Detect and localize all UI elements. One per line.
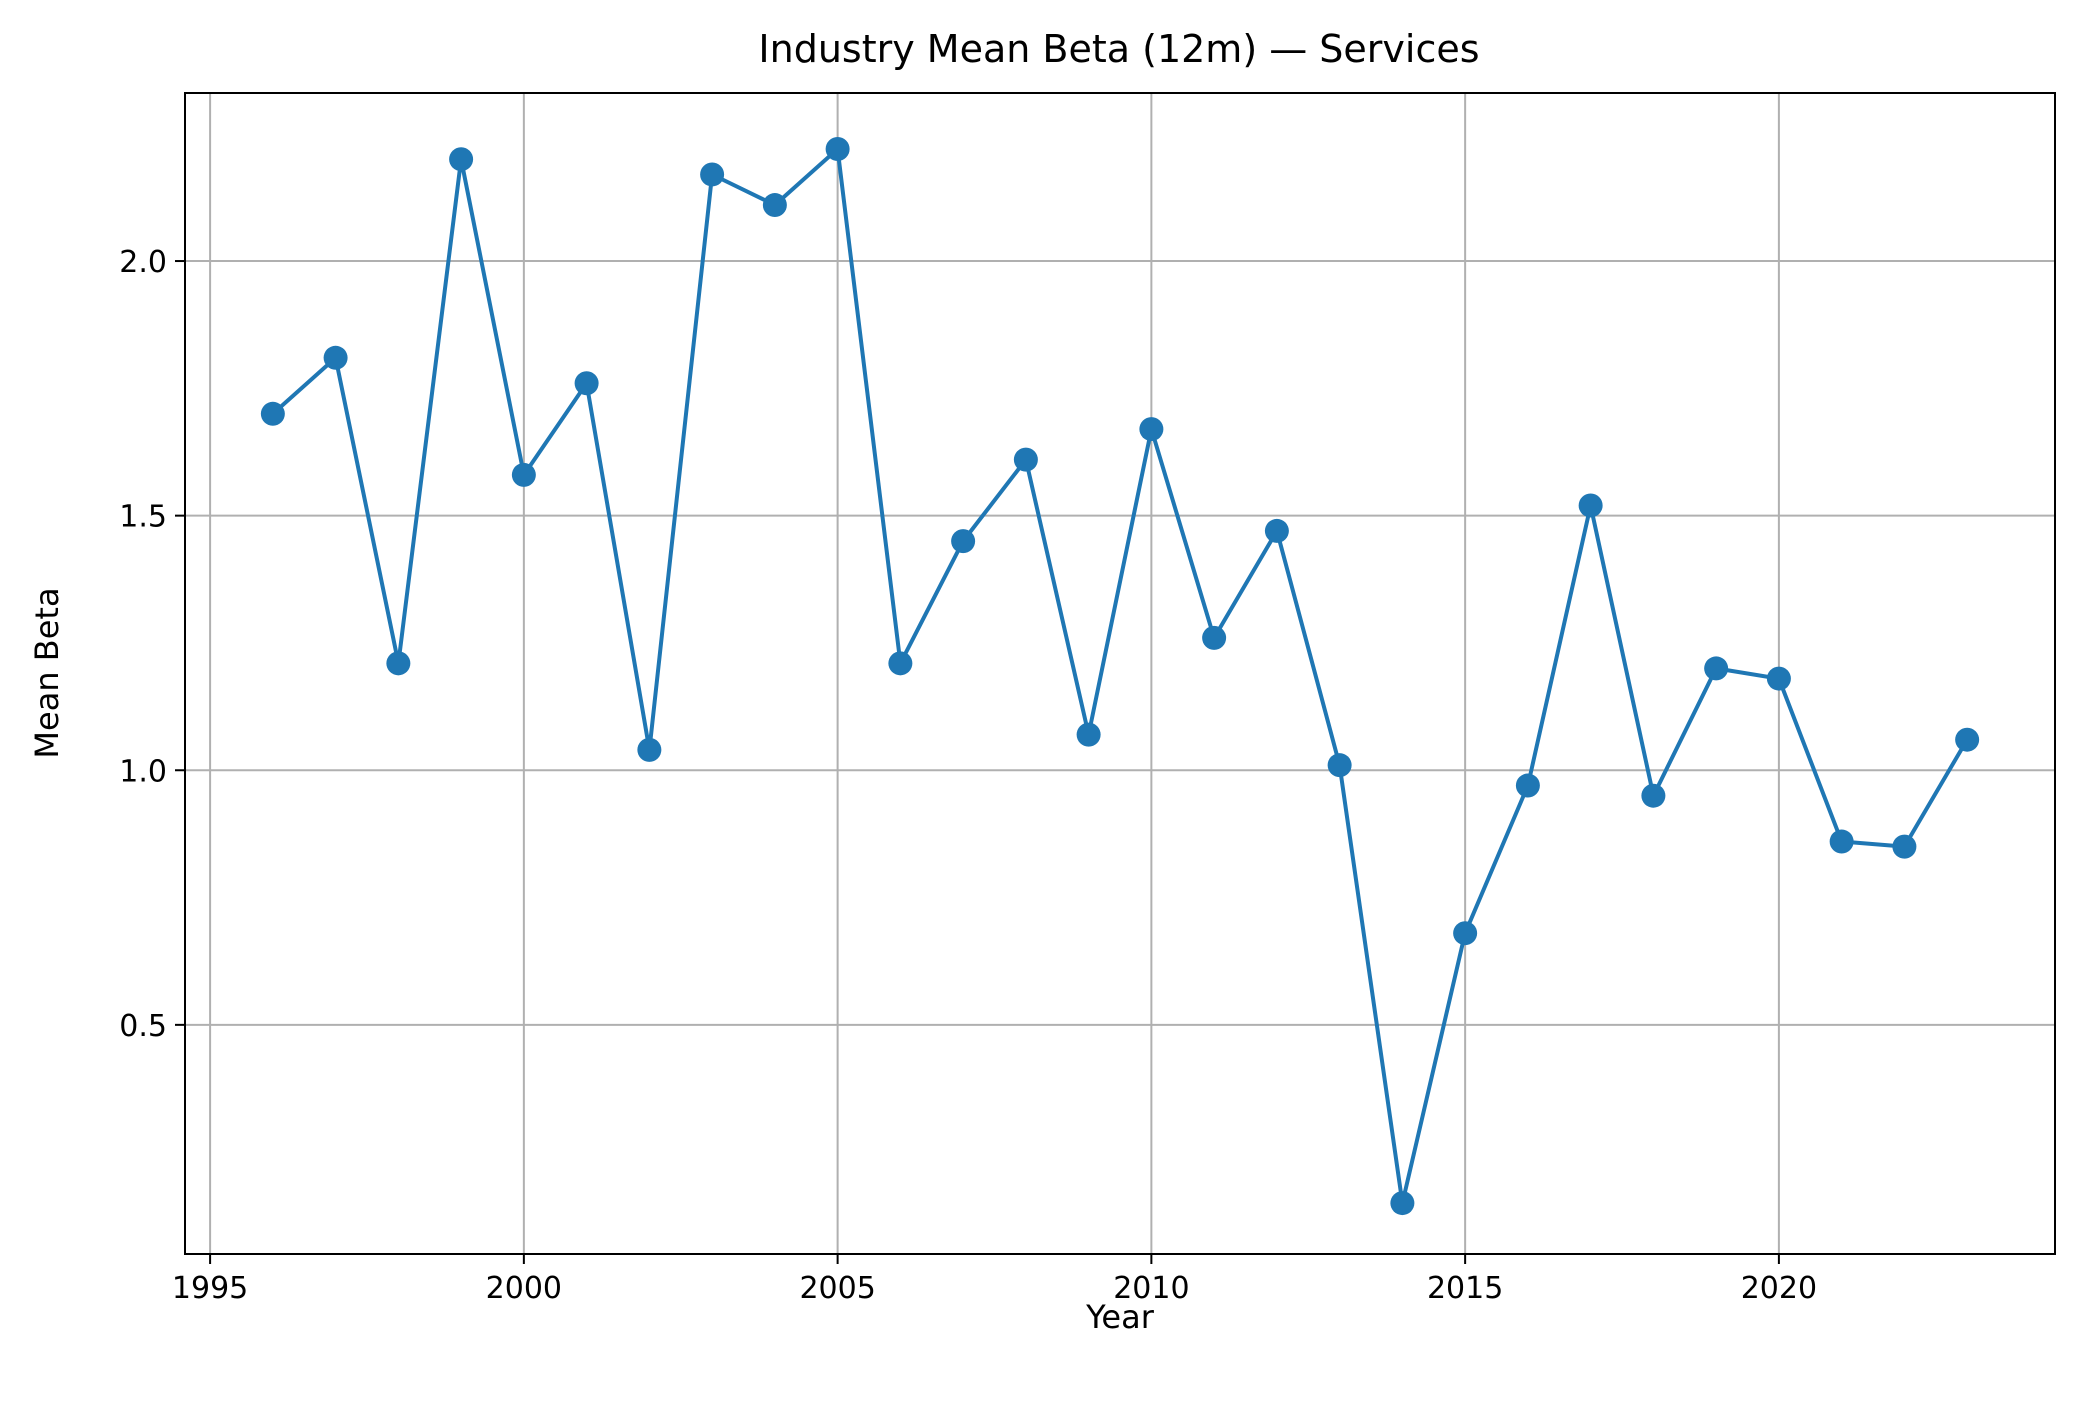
y-tick-label: 0.5 [119, 1009, 167, 1044]
series-layer [260, 137, 1980, 1216]
series-line [271, 147, 1969, 1206]
plot-frame [184, 92, 2056, 1255]
y-tick-label: 1.5 [119, 500, 167, 535]
data-point [762, 193, 787, 218]
data-point [1264, 518, 1289, 543]
data-point [1829, 829, 1854, 854]
data-point [700, 162, 725, 187]
data-point [1641, 783, 1666, 808]
data-point [260, 401, 285, 426]
x-axis-label: Year [1085, 1298, 1155, 1336]
data-point [1202, 625, 1227, 650]
data-point [1390, 1191, 1415, 1216]
data-point [574, 371, 599, 396]
x-tick-label: 2015 [1427, 1271, 1503, 1306]
data-point [1076, 722, 1101, 747]
data-point [951, 529, 976, 554]
x-tick-label: 2010 [1113, 1271, 1189, 1306]
data-point [511, 462, 536, 487]
data-point [637, 737, 662, 762]
x-tick-label: 2000 [486, 1271, 562, 1306]
data-point [1955, 727, 1980, 752]
x-axis: 1995 2000 2005 2010 2015 2020 [172, 1254, 1817, 1306]
data-point [825, 137, 850, 162]
x-tick-label: 2020 [1741, 1271, 1817, 1306]
data-point [1892, 834, 1917, 859]
chart-title: Industry Mean Beta (12m) — Services [758, 27, 1479, 71]
data-point [386, 651, 411, 676]
data-point [1453, 921, 1478, 946]
data-point [449, 147, 474, 172]
data-point [888, 651, 913, 676]
data-point [1515, 773, 1540, 798]
x-tick-label: 1995 [172, 1271, 248, 1306]
y-tick-label: 2.0 [119, 245, 167, 280]
data-point [1766, 666, 1791, 691]
data-point [1704, 656, 1729, 681]
data-point [1139, 417, 1164, 442]
data-point [323, 345, 348, 370]
data-point [1327, 753, 1352, 778]
y-axis-label: Mean Beta [28, 587, 66, 758]
x-tick-label: 2005 [799, 1271, 875, 1306]
data-point [1578, 493, 1603, 518]
data-point [1013, 447, 1038, 472]
y-tick-label: 1.0 [119, 754, 167, 789]
y-axis: 0.5 1.0 1.5 2.0 [119, 245, 185, 1044]
